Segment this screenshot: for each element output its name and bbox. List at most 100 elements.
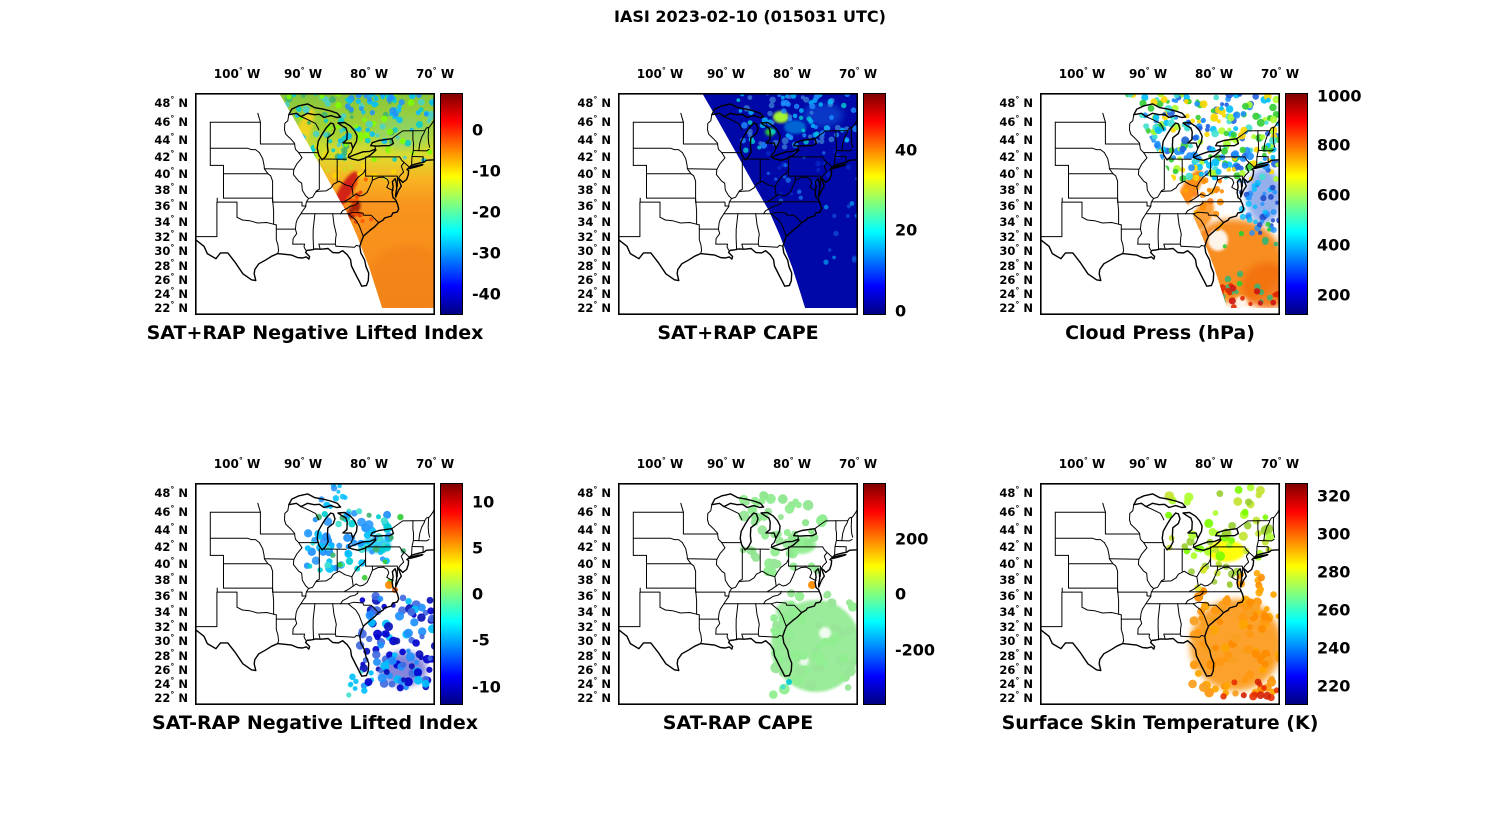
colorbar-tick-label: 200 — [1317, 285, 1351, 305]
lat-tick-label: 38° N — [154, 572, 188, 588]
lat-tick-label: 22° N — [999, 300, 1033, 315]
map-sat-rap-minus-nli — [195, 483, 435, 705]
colorbar-tick-label: 320 — [1317, 486, 1351, 506]
colorbar-tick-label: -10 — [472, 161, 501, 181]
colorbar-tick-label: 200 — [895, 529, 929, 548]
basemap-lines — [195, 493, 435, 677]
colorbar-tick-label: -200 — [895, 640, 936, 659]
lat-tick-label: 48° N — [577, 485, 611, 500]
lat-tick-label: 32° N — [577, 228, 611, 244]
map-frame — [1040, 483, 1280, 705]
colorbar-tick-label: 400 — [1317, 235, 1351, 255]
figure-title: IASI 2023-02-10 (015031 UTC) — [614, 7, 886, 26]
colorbar-tick-label: 1000 — [1317, 86, 1362, 105]
colorbar-tick-label: 300 — [1317, 524, 1351, 544]
basemap-lines — [1040, 493, 1280, 677]
lat-tick-label: 42° N — [999, 149, 1033, 164]
lat-tick-label: 28° N — [999, 648, 1033, 663]
lat-tick-label: 44° N — [154, 521, 188, 537]
lat-tick-label: 38° N — [577, 182, 611, 198]
panel-title: SAT+RAP CAPE — [657, 322, 819, 344]
lat-tick-label: 36° N — [577, 588, 611, 603]
lat-tick-label: 22° N — [154, 300, 188, 315]
lat-tick-label: 38° N — [999, 182, 1033, 198]
map-sat-rap-plus-nli — [195, 93, 435, 315]
lat-tick-label: 24° N — [577, 676, 611, 692]
lon-tick-label: 90° W — [283, 66, 323, 82]
colorbar-tick-label: -5 — [472, 630, 490, 650]
lat-tick-label: 32° N — [999, 228, 1033, 244]
panel-title: Surface Skin Temperature (K) — [1001, 712, 1319, 734]
colorbar-sat-rap-minus-cape — [863, 483, 886, 705]
lon-tick-label: 100° W — [213, 66, 261, 82]
panel-surface-skin-temp: 100° W 90° W 80° W 70° W 48° N 46° N 44° N 42° … — [999, 457, 1350, 735]
lat-tick-label: 36° N — [154, 198, 188, 213]
lon-tick-label: 90° W — [706, 66, 746, 82]
lat-tick-label: 36° N — [154, 588, 188, 603]
panel-sat-rap-plus-nli: 100° W 90° W 80° W 70° W 48° N 46° N 44° N 42° … — [147, 67, 501, 345]
lat-tick-label: 48° N — [154, 485, 188, 500]
lon-tick-label: 100° W — [1058, 66, 1106, 82]
panel-title: SAT-RAP Negative Lifted Index — [152, 712, 478, 734]
lat-tick-label: 24° N — [999, 676, 1033, 692]
map-frame — [618, 483, 858, 705]
lat-tick-label: 36° N — [999, 588, 1033, 603]
lat-tick-label: 32° N — [154, 228, 188, 244]
lon-tick-label: 80° W — [1194, 66, 1234, 82]
basemap-lines — [1040, 103, 1280, 287]
map-sat-rap-plus-cape — [618, 93, 858, 315]
lat-tick-label: 44° N — [577, 521, 611, 537]
lat-tick-label: 28° N — [154, 648, 188, 663]
panel-title: SAT-RAP CAPE — [662, 712, 814, 734]
lat-tick-label: 46° N — [154, 113, 188, 129]
lat-tick-label: 42° N — [999, 539, 1033, 554]
lat-tick-label: 44° N — [577, 131, 611, 147]
colorbar-sat-rap-minus-nli — [440, 483, 463, 705]
colorbar-tick-label: 0 — [895, 301, 907, 321]
basemap-lines — [195, 103, 435, 287]
lat-tick-label: 30° N — [999, 243, 1033, 259]
lon-tick-label: 80° W — [772, 66, 812, 82]
lon-tick-label: 100° W — [636, 456, 684, 472]
colorbar-tick-label: 0 — [895, 584, 907, 604]
lat-tick-label: 26° N — [154, 272, 188, 288]
lat-tick-label: 46° N — [999, 113, 1033, 129]
lat-tick-label: 44° N — [999, 521, 1033, 537]
lat-tick-label: 26° N — [999, 662, 1033, 678]
colorbar-tick-label: 600 — [1317, 185, 1351, 205]
lat-tick-label: 40° N — [154, 555, 188, 571]
lat-tick-label: 46° N — [999, 503, 1033, 519]
lat-tick-label: 32° N — [577, 618, 611, 634]
colorbar-cloud-press — [1285, 93, 1308, 315]
colorbar-tick-label: 40 — [895, 140, 918, 159]
map-cloud-press — [1040, 93, 1280, 315]
lon-tick-label: 70° W — [838, 456, 878, 472]
map-frame — [195, 483, 435, 705]
lon-tick-label: 90° W — [283, 456, 323, 472]
lat-tick-label: 22° N — [154, 690, 188, 705]
lat-tick-label: 24° N — [999, 286, 1033, 302]
colorbar-tick-label: -10 — [472, 677, 501, 696]
colorbar-tick-label: -40 — [472, 284, 501, 304]
lon-tick-label: 100° W — [636, 66, 684, 82]
lon-tick-label: 100° W — [1058, 456, 1106, 472]
lat-tick-label: 36° N — [999, 198, 1033, 213]
lat-tick-label: 26° N — [577, 662, 611, 678]
panel-sat-rap-minus-cape: 100° W 90° W 80° W 70° W 48° N 46° N 44° N 42° … — [577, 457, 935, 735]
lat-tick-label: 28° N — [577, 258, 611, 273]
lon-tick-label: 70° W — [1260, 66, 1300, 82]
lat-tick-label: 42° N — [154, 149, 188, 164]
lat-tick-label: 38° N — [999, 572, 1033, 588]
lat-tick-label: 48° N — [999, 485, 1033, 500]
lat-tick-label: 40° N — [577, 165, 611, 181]
lon-tick-label: 90° W — [706, 456, 746, 472]
lat-tick-label: 34° N — [154, 603, 188, 619]
colorbar-tick-label: -30 — [472, 243, 501, 263]
lon-tick-label: 90° W — [1128, 456, 1168, 472]
map-frame — [618, 93, 858, 315]
lat-tick-label: 34° N — [577, 603, 611, 619]
lon-tick-label: 70° W — [415, 66, 455, 82]
lon-tick-label: 100° W — [213, 456, 261, 472]
lat-tick-label: 32° N — [154, 618, 188, 634]
